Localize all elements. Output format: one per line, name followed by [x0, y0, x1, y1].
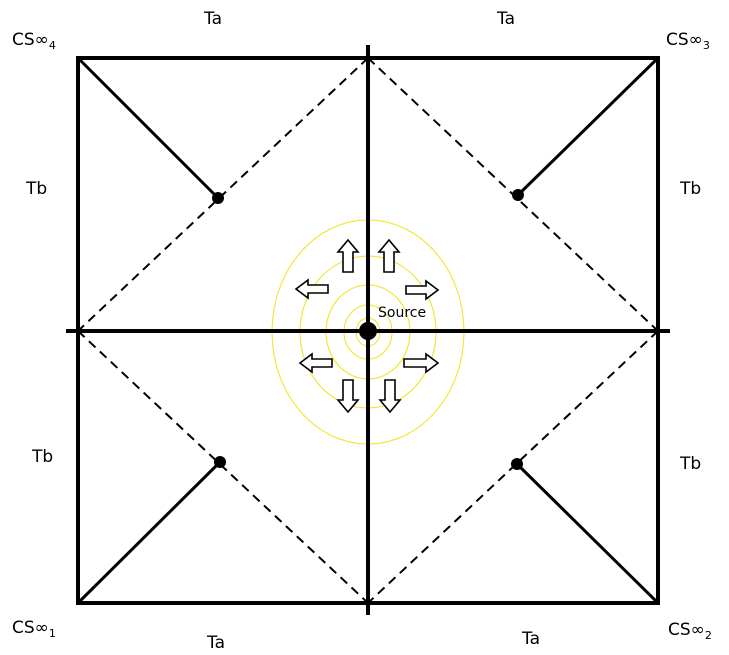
diagonal-bottom-left [76, 460, 222, 605]
dot-icon [212, 192, 224, 204]
source-label: Source [378, 305, 426, 321]
corner-prefix: CS [12, 30, 35, 50]
label-tb-top-right: Tb [679, 179, 701, 199]
diagonal-bottom-right [515, 462, 660, 605]
corner-prefix: CS [666, 30, 689, 50]
hollow-arrow-icon [378, 379, 402, 414]
corner-index: 3 [703, 39, 710, 52]
corner-index: 1 [49, 627, 56, 640]
svg-text:CS∞4: CS∞4 [12, 30, 56, 52]
corner-diagonals [76, 56, 660, 605]
corner-label-top-right: CS∞3 [666, 30, 710, 52]
corner-index: 2 [705, 629, 712, 642]
dot-icon [511, 458, 523, 470]
hollow-arrow-icon [377, 238, 401, 273]
corner-index: 4 [49, 39, 56, 52]
svg-text:CS∞1: CS∞1 [12, 618, 56, 640]
corner-label-bottom-right: CS∞2 [668, 620, 712, 642]
label-ta-top-left: Ta [203, 9, 222, 29]
infinity-symbol: ∞ [689, 30, 703, 50]
dot-icon [214, 456, 226, 468]
hollow-arrow-icon [336, 238, 360, 273]
infinity-symbol: ∞ [35, 618, 49, 638]
diagonal-top-right [516, 56, 660, 197]
label-ta-top-right: Ta [496, 9, 515, 29]
hollow-arrow-icon [294, 278, 329, 300]
svg-text:CS∞3: CS∞3 [666, 30, 710, 52]
hollow-arrow-icon [405, 279, 440, 301]
diagonal-top-left [76, 56, 220, 200]
corner-prefix: CS [12, 618, 35, 638]
diamond-edge-top-left [77, 57, 369, 332]
svg-text:CS∞2: CS∞2 [668, 620, 712, 642]
flow-arrows [294, 238, 440, 414]
infinity-symbol: ∞ [691, 620, 705, 640]
label-tb-bottom-right: Tb [679, 454, 701, 474]
points [212, 189, 524, 470]
hollow-arrow-icon [336, 379, 360, 414]
corner-label-top-left: CS∞4 [12, 30, 56, 52]
corner-prefix: CS [668, 620, 691, 640]
label-ta-bottom-left: Ta [206, 633, 225, 653]
label-tb-top-left: Tb [25, 179, 47, 199]
infinity-symbol: ∞ [35, 30, 49, 50]
dot-icon [512, 189, 524, 201]
hollow-arrow-icon [298, 352, 333, 374]
label-tb-bottom-left: Tb [31, 447, 53, 467]
source-dot-icon [359, 322, 377, 340]
hollow-arrow-icon [403, 352, 440, 374]
corner-label-bottom-left: CS∞1 [12, 618, 56, 640]
label-ta-bottom-right: Ta [521, 629, 540, 649]
